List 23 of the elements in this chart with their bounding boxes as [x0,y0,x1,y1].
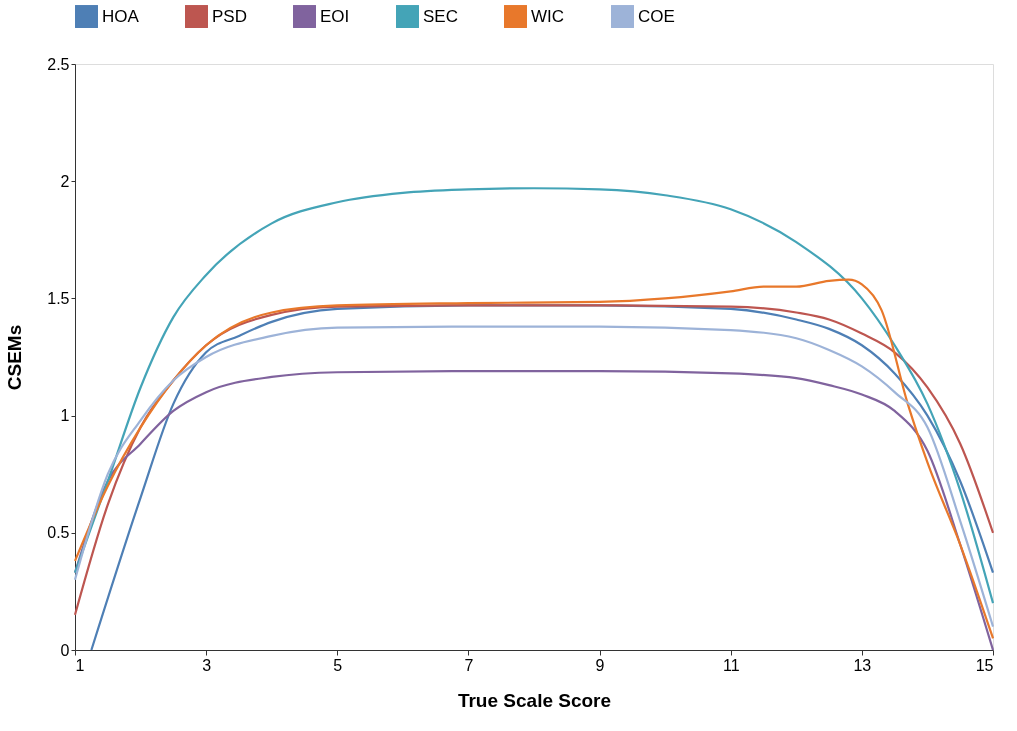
y-tick-label: 1.5 [47,289,70,307]
y-axis-title: CSEMs [4,324,26,391]
legend-label: EOI [320,6,350,26]
x-tick-label: 3 [202,656,212,674]
x-axis-title: True Scale Score [457,689,612,711]
x-tick-label: 13 [853,656,872,674]
legend-label: PSD [212,6,247,26]
x-tick-label: 7 [464,656,474,674]
legend-label: WIC [531,6,565,26]
x-tick-label: 1 [75,656,85,674]
y-tick-label: 1 [60,407,70,425]
legend-label: SEC [423,6,458,26]
x-tick-label: 5 [333,656,343,674]
legend-label: COE [638,6,675,26]
y-tick-label: 2 [60,172,70,190]
y-tick-label: 0 [60,641,70,659]
y-tick-label: 2.5 [47,55,70,73]
x-tick-label: 11 [722,656,740,674]
line-series [73,187,995,605]
y-tick-label: 0.5 [47,524,70,542]
legend-label: HOA [102,6,140,26]
x-tick-label: 15 [975,656,994,674]
x-tick-label: 9 [595,656,605,674]
